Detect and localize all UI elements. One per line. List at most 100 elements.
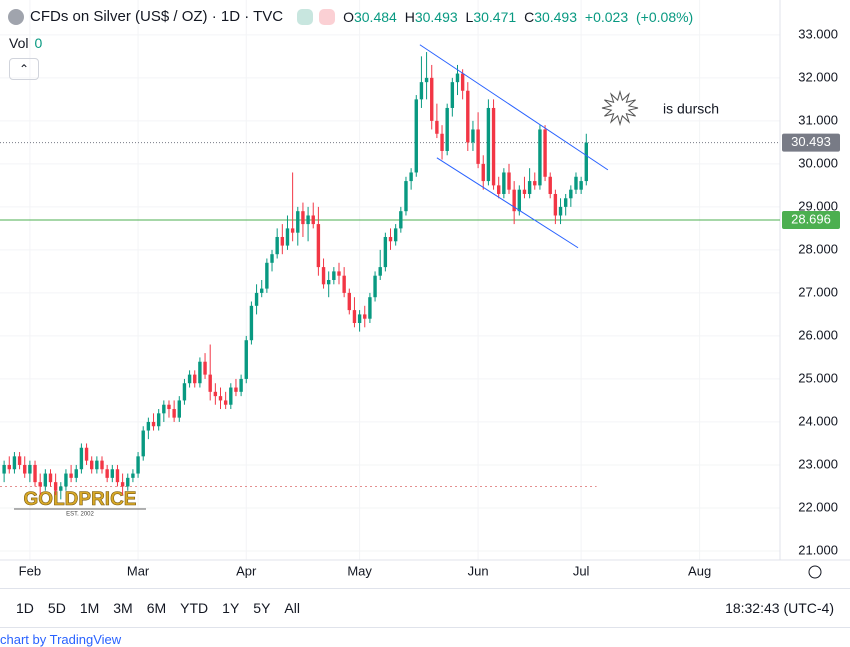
logo-est: EST. 2002 <box>66 512 94 518</box>
candle <box>156 409 161 431</box>
candle-body <box>409 172 413 182</box>
timeframe-button[interactable]: YTD <box>180 600 209 616</box>
candle <box>95 456 99 474</box>
candle <box>249 301 254 345</box>
candle-body <box>383 236 388 268</box>
candle <box>337 262 341 285</box>
candle-body <box>435 120 439 134</box>
x-tick-label: Feb <box>19 563 41 578</box>
candle <box>383 232 388 272</box>
y-tick-label: 26.000 <box>798 327 838 342</box>
candle <box>326 271 331 298</box>
candle <box>28 460 32 483</box>
candle-body <box>126 477 130 487</box>
timeframe-button[interactable]: All <box>284 600 300 616</box>
candle-body <box>388 236 393 242</box>
collapse-button[interactable]: ⌃ <box>9 58 39 80</box>
candle <box>507 163 511 194</box>
timeframe-button[interactable]: 5Y <box>253 600 271 616</box>
candle <box>563 193 568 216</box>
candle <box>373 271 377 302</box>
timeframe-button[interactable]: 1D <box>16 600 34 616</box>
candle-body <box>218 396 223 401</box>
candle-body <box>265 262 269 289</box>
timeframe-button[interactable]: 6M <box>146 600 167 616</box>
timeframe-button[interactable]: 1M <box>79 600 100 616</box>
candle-body <box>306 215 310 225</box>
candle <box>177 396 181 422</box>
ohlc-key: C <box>524 8 535 25</box>
candle <box>260 280 264 298</box>
candle <box>548 172 552 199</box>
candle-body <box>393 228 398 242</box>
candle <box>275 228 279 259</box>
y-tick-label: 32.000 <box>798 69 838 84</box>
candle <box>424 52 429 100</box>
candle-body <box>43 473 48 487</box>
timeframe-button[interactable]: 1Y <box>222 600 240 616</box>
candle-body <box>512 189 516 212</box>
candle <box>203 353 207 379</box>
candle-body <box>352 310 357 324</box>
candle-body <box>543 129 547 177</box>
candle-body <box>172 409 176 418</box>
status-button[interactable] <box>319 8 336 25</box>
candle <box>74 464 78 483</box>
timeframe-button[interactable]: 5D <box>47 600 66 616</box>
candle-body <box>162 404 166 414</box>
candle <box>151 413 156 431</box>
candle-body <box>208 374 212 392</box>
candle <box>105 464 109 483</box>
candle-body <box>574 176 578 190</box>
candle-body <box>497 185 501 194</box>
candle <box>569 185 573 207</box>
candle-body <box>450 82 455 108</box>
candle-body <box>533 181 537 186</box>
candle-body <box>59 486 63 491</box>
candle <box>198 357 202 388</box>
header: CFDs on Silver (US$ / OZ) · 1D · TVC O30… <box>8 8 697 25</box>
candle-body <box>79 447 84 470</box>
attribution[interactable]: chart by TradingView <box>0 632 122 647</box>
candle-body <box>342 275 346 293</box>
candle <box>90 456 94 474</box>
candle <box>574 172 578 194</box>
candle <box>301 202 305 237</box>
y-tick-label: 28.000 <box>798 241 838 256</box>
candle <box>579 176 583 194</box>
candle <box>486 99 491 186</box>
annotation-text: is dursch <box>663 101 719 117</box>
y-tick-label: 31.000 <box>798 112 838 127</box>
symbol-icon <box>8 8 24 25</box>
candle-body <box>357 314 362 324</box>
candle-body <box>491 107 496 186</box>
candle-body <box>182 383 187 401</box>
candle-body <box>193 374 197 384</box>
status-button[interactable] <box>297 8 314 25</box>
candle-body <box>53 482 58 491</box>
candle <box>126 473 130 491</box>
candle-body <box>502 172 506 194</box>
candle <box>79 443 84 474</box>
timeframe-button[interactable]: 3M <box>113 600 133 616</box>
last-price-label: 30.493 <box>791 134 831 149</box>
candle-body <box>527 181 532 194</box>
candle-body <box>368 297 372 319</box>
candle <box>254 284 259 315</box>
candle-body <box>296 211 300 233</box>
candle <box>435 103 439 139</box>
candle <box>533 172 537 190</box>
candle <box>115 464 120 487</box>
candle-body <box>579 181 583 190</box>
candle <box>363 305 367 328</box>
candle-body <box>33 464 37 483</box>
candle <box>311 202 315 229</box>
candle <box>229 383 233 410</box>
candle <box>234 378 238 397</box>
candle <box>17 452 22 470</box>
candle-body <box>17 456 22 465</box>
candle-body <box>12 456 17 470</box>
candle-body <box>23 464 27 474</box>
x-tick-label: Aug <box>688 563 711 578</box>
